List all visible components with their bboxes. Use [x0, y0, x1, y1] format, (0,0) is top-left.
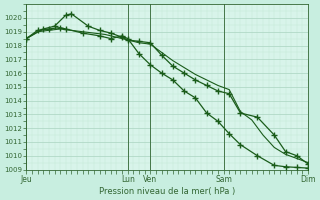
X-axis label: Pression niveau de la mer( hPa ): Pression niveau de la mer( hPa )	[99, 187, 235, 196]
